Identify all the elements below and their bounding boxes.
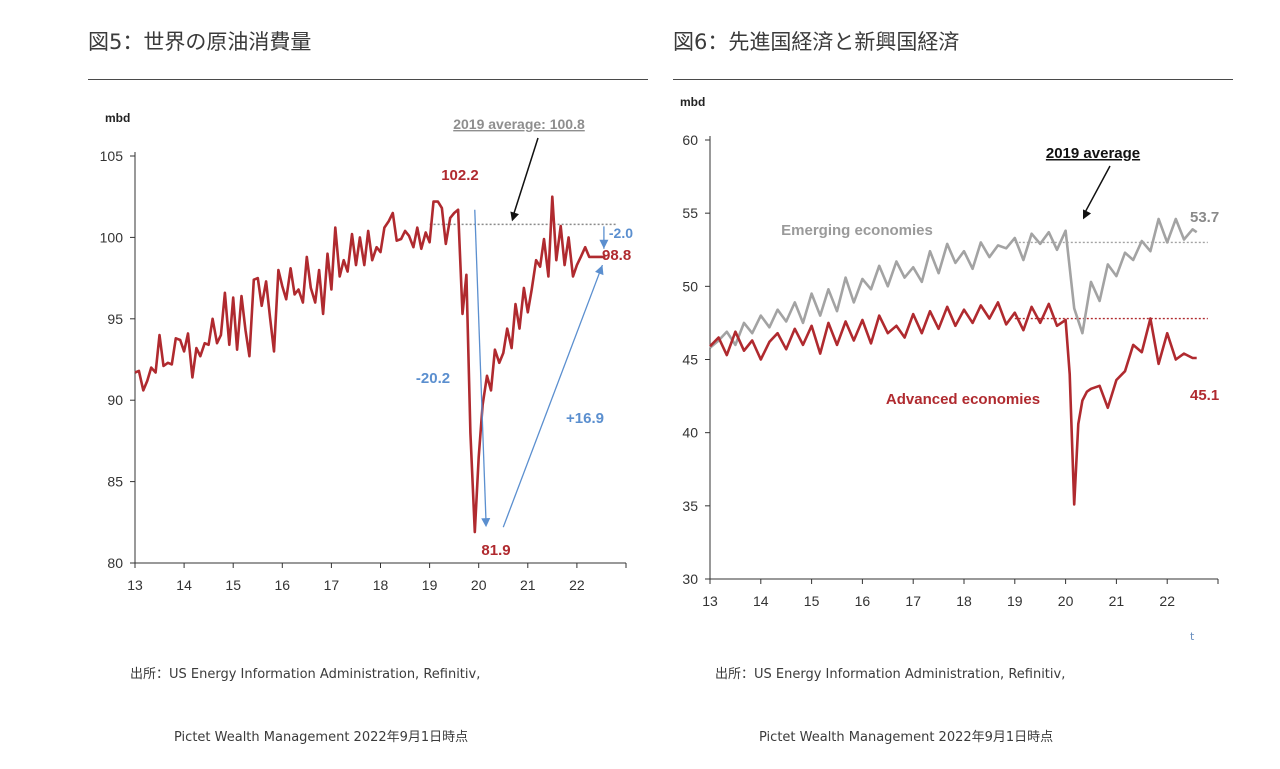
gap-arrowhead: [599, 239, 609, 249]
x-tick-label: 17: [905, 593, 921, 609]
x-tick-label: 16: [275, 577, 291, 593]
y-tick-label: 35: [682, 498, 698, 514]
y-tick-label: 105: [100, 148, 124, 164]
panel1-title: 図5：世界の原油消費量: [88, 30, 312, 54]
advanced-vs-emerging-chart: mbd 30 35 40 45 50 55 60 13 14 15 16 17 18 19 20 21 22 201…: [680, 95, 1219, 609]
advanced-series-label: Advanced economies: [886, 391, 1040, 408]
reference-pointer-line: [1084, 165, 1111, 213]
panel2-title-rule: [673, 79, 1233, 80]
panel2-source: 出所：US Energy Information Administration,…: [715, 622, 1065, 769]
rebound-arrowhead: [595, 265, 604, 276]
emerging-series-label: Emerging economies: [781, 222, 933, 239]
trough-value-label: 81.9: [481, 542, 510, 559]
rebound-arrow-line: [502, 264, 604, 528]
y-tick-label: 30: [682, 571, 698, 587]
y-tick-label: 100: [100, 229, 124, 245]
x-tick-label: 19: [422, 577, 438, 593]
x-tick-label: 14: [753, 593, 769, 609]
y-tick-label: 85: [107, 474, 123, 490]
x-tick-label: 21: [520, 577, 536, 593]
y-axis-unit-label: mbd: [105, 111, 130, 125]
panel1-source: 出所：US Energy Information Administration,…: [130, 622, 480, 769]
advanced-latest-label: 45.1: [1190, 387, 1219, 404]
emerging-latest-label: 53.7: [1190, 209, 1219, 226]
x-tick-label: 16: [855, 593, 871, 609]
panel2-source-line2: Pictet Wealth Management 2022年9月1日時点: [759, 730, 1054, 745]
x-tick-label: 13: [127, 577, 143, 593]
panel2-title: 図6：先進国経済と新興国経済: [673, 30, 960, 54]
panel1-source-line1: 出所：US Energy Information Administration,…: [130, 667, 481, 682]
y-tick-label: 80: [107, 555, 123, 571]
drop-arrowhead: [481, 518, 491, 528]
y-tick-label: 40: [682, 425, 698, 441]
x-tick-label: 22: [1159, 593, 1175, 609]
reference-pointer-arrowhead: [1083, 209, 1092, 220]
reference-pointer-line: [512, 137, 539, 217]
y-tick-label: 55: [682, 205, 698, 221]
peak-value-label: 102.2: [441, 167, 479, 184]
consumption-series-line: [134, 195, 606, 534]
x-tick-label: 18: [956, 593, 972, 609]
x-tick-label: 19: [1007, 593, 1023, 609]
y-tick-label: 90: [107, 392, 123, 408]
x-tick-label: 20: [471, 577, 487, 593]
panel1-title-rule: [88, 79, 648, 80]
drop-label: -20.2: [416, 370, 450, 387]
advanced-economies-line: [709, 301, 1197, 506]
emerging-economies-line: [709, 217, 1198, 349]
y-tick-label: 45: [682, 352, 698, 368]
x-tick-label: 18: [373, 577, 389, 593]
y-tick-label: 95: [107, 311, 123, 327]
panel1-source-line2: Pictet Wealth Management 2022年9月1日時点: [174, 730, 469, 745]
panel2-source-line1: 出所：US Energy Information Administration,…: [715, 667, 1066, 682]
rebound-label: +16.9: [566, 410, 604, 427]
gap-label: -2.0: [609, 225, 633, 241]
x-tick-label: 17: [324, 577, 340, 593]
x-tick-label: 13: [702, 593, 718, 609]
x-tick-label: 20: [1058, 593, 1074, 609]
latest-value-label: 98.8: [602, 247, 631, 264]
drop-arrow-line: [474, 209, 487, 524]
reference-pointer-arrowhead: [510, 211, 519, 222]
x-tick-label: 15: [804, 593, 820, 609]
y-tick-label: 60: [682, 132, 698, 148]
x-tick-label: 14: [176, 577, 192, 593]
stray-mark: t: [1190, 630, 1195, 643]
x-tick-label: 21: [1109, 593, 1125, 609]
world-oil-consumption-chart: mbd 80 85 90 95 100 105 13 14 15 16 17 18 19 20 21 22 201…: [100, 111, 634, 593]
y-tick-label: 50: [682, 278, 698, 294]
y-axis-unit-label: mbd: [680, 95, 705, 109]
reference-label: 2019 average: [1046, 145, 1140, 162]
reference-label: 2019 average: 100.8: [453, 116, 585, 132]
x-tick-label: 22: [569, 577, 585, 593]
x-tick-label: 15: [225, 577, 241, 593]
